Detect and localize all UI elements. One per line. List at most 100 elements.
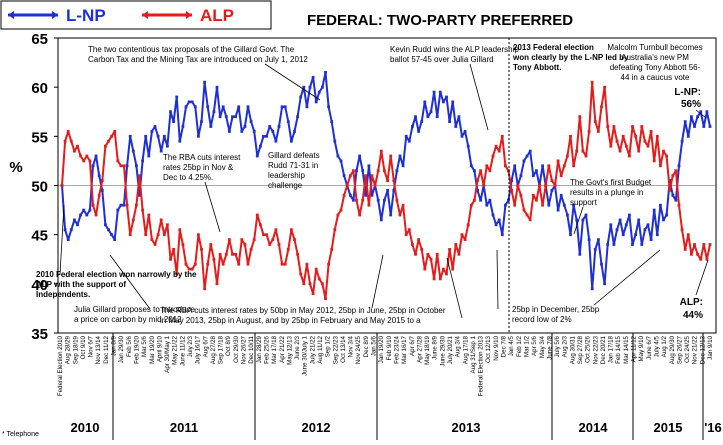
data-point [500,233,504,237]
data-point [386,179,389,182]
data-point [218,115,222,119]
x-tick-label: Oct 25/26 [585,335,592,362]
data-point [234,252,237,256]
data-point [348,174,352,178]
data-point [311,292,315,296]
data-point [535,198,538,202]
legend-alp-arrow-right-icon [186,11,192,19]
x-tick-label: Dec 7/8 [501,335,508,357]
legend: L-NP ALP [0,0,272,30]
data-point [522,159,526,163]
x-tick-label: Dec 20/21 [600,335,607,364]
data-point [628,154,631,158]
annotation-gillard-defeats: Gillard defeats Rudd 71-31 in leadership ch… [268,151,320,190]
data-point [562,164,566,168]
data-point [398,154,402,158]
data-point [593,120,597,123]
data-point [485,203,489,207]
x-tick-label: Aug 3/4 [455,335,462,357]
data-point [166,223,169,227]
data-point [550,179,554,182]
data-point [504,164,507,168]
data-point [355,169,358,173]
data-point [463,238,467,241]
data-point [178,228,182,232]
data-point [333,139,337,143]
annotation-pointer [109,254,151,310]
data-point [411,243,414,246]
data-point [674,169,678,173]
data-point [296,252,299,256]
data-point [321,85,324,89]
data-point [85,213,89,217]
data-point [299,95,303,99]
data-point [181,125,185,128]
data-point [206,262,210,266]
x-tick-label: Jan 4/5 [508,335,515,356]
data-point [91,203,95,207]
data-point [100,189,104,192]
chart-title: FEDERAL: TWO-PARTY PREFERRED [307,12,573,29]
annotation-pointer [695,259,709,296]
data-point [693,243,696,246]
data-point [442,100,445,104]
data-point [426,115,430,119]
data-point [107,139,110,143]
annotation-pointer [573,206,584,235]
data-point [131,218,135,222]
lnp-end-label: L-NP: 56% [674,87,701,110]
data-point [708,243,712,246]
data-point [603,282,606,286]
data-point [156,134,160,138]
data-point [429,257,433,261]
data-point [665,154,668,158]
data-point [138,193,141,197]
x-tick-label: Feb 9/10 [386,335,393,360]
data-point [73,218,76,222]
data-point [553,184,557,187]
x-tick-label: Oct 9/10 [80,335,87,359]
data-point [473,198,476,202]
data-point [528,218,532,222]
x-tick-label: Nov 9/10 [493,335,500,360]
data-point [668,189,672,192]
data-point [259,144,262,148]
data-point [525,154,529,158]
data-point [500,134,504,138]
x-tick-label: Feb 25/26 [264,335,271,363]
data-point [615,228,619,232]
y-tick-label: 65 [31,31,48,48]
data-point [451,267,455,271]
data-point [389,154,393,158]
year-label: 2010 [71,420,100,435]
x-tick-label: Dec 11/12 [103,335,110,363]
data-point [76,223,79,227]
x-tick-label: Jan 19/20 [378,335,385,363]
data-point [237,105,241,109]
data-point [308,282,312,286]
x-tick-label: May 12/13 [286,335,293,364]
data-point [584,154,588,158]
data-point [507,198,510,202]
data-point [150,238,154,241]
data-point [479,198,482,202]
data-point [634,233,637,237]
data-point [255,213,259,217]
data-point [448,120,451,123]
data-point [131,149,135,153]
series-line-alp [61,81,711,300]
data-point [575,149,579,153]
annotation-pointer [695,109,707,119]
data-point [662,149,665,153]
data-point [519,174,523,178]
x-tick-label: Apr 6/7 [409,335,416,356]
y-tick-label: 60 [31,80,48,97]
data-point [324,297,327,300]
x-tick-label: Dec 8/9 [363,335,370,357]
y-tick-label: 40 [31,277,48,294]
x-tick-label: July 5/6 [554,335,561,357]
data-point [82,159,86,163]
annotation-rba-cut-2012: The RBA cuts interest rates by 50bp in M… [160,306,446,325]
data-point [305,105,309,109]
